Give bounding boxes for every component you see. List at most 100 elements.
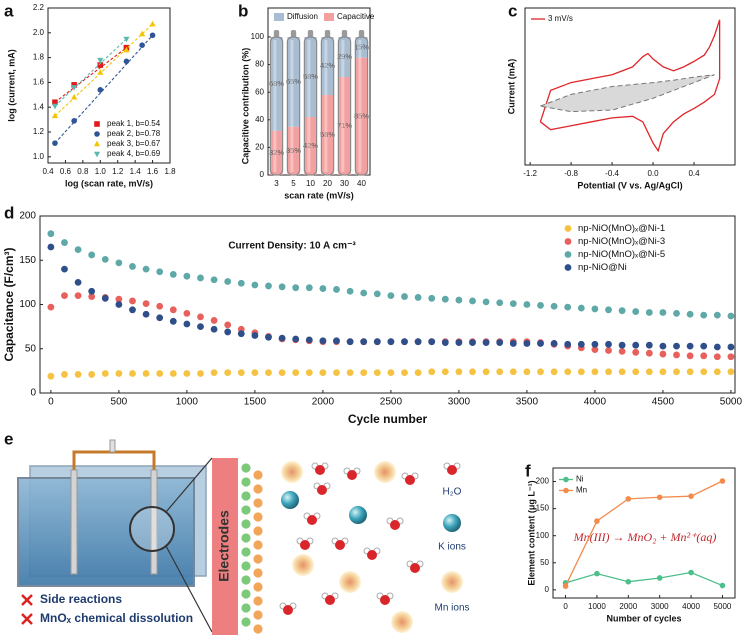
charge-bead bbox=[240, 546, 252, 558]
x-tick-label: -1.2 bbox=[523, 169, 537, 178]
y-tick-label: 150 bbox=[19, 255, 36, 266]
point bbox=[74, 246, 82, 254]
x-tick-label: 0.8 bbox=[77, 167, 89, 176]
point bbox=[727, 368, 735, 376]
bar-segment bbox=[304, 117, 317, 175]
point bbox=[115, 301, 123, 308]
point bbox=[169, 306, 177, 314]
point bbox=[265, 369, 272, 377]
point bbox=[224, 321, 232, 329]
point bbox=[673, 309, 680, 317]
battery-cap bbox=[307, 30, 314, 37]
legend-label: np-NiO(MnO)ₓ@Ni-1 bbox=[578, 223, 665, 234]
y-axis-title: Element content (μg L⁻¹) bbox=[526, 480, 536, 585]
value-label: 35% bbox=[286, 146, 301, 155]
point bbox=[509, 300, 517, 308]
bar-segment bbox=[338, 37, 351, 78]
charge-bead bbox=[252, 567, 264, 579]
point bbox=[74, 278, 82, 286]
legend-marker bbox=[564, 238, 572, 245]
point bbox=[197, 313, 204, 321]
note: MnOₓ chemical dissolution bbox=[40, 611, 193, 625]
y-tick-label: 50 bbox=[25, 343, 37, 354]
point bbox=[156, 268, 164, 276]
point bbox=[319, 337, 327, 345]
point bbox=[564, 303, 572, 311]
point bbox=[142, 370, 150, 377]
water-o bbox=[410, 563, 420, 573]
panel-letter: d bbox=[4, 203, 14, 222]
point bbox=[428, 338, 436, 346]
zoom-line bbox=[165, 457, 213, 513]
key-label: H₂O bbox=[443, 487, 462, 498]
x-tick-label: -0.4 bbox=[605, 169, 619, 178]
legend-swatch bbox=[274, 13, 284, 21]
point bbox=[401, 293, 408, 300]
point bbox=[673, 351, 680, 359]
point bbox=[591, 346, 599, 354]
y-tick-label: 100 bbox=[536, 531, 550, 540]
x-tick-label: 0.0 bbox=[647, 169, 659, 178]
point bbox=[237, 330, 245, 338]
point bbox=[224, 369, 232, 377]
x-tick-label: 5 bbox=[291, 179, 296, 188]
point bbox=[169, 370, 177, 377]
point bbox=[169, 317, 177, 325]
point bbox=[482, 339, 490, 346]
x-tick-label: 1000 bbox=[588, 602, 606, 611]
point bbox=[61, 265, 68, 273]
legend-marker bbox=[563, 487, 569, 494]
point bbox=[455, 296, 463, 304]
point bbox=[97, 87, 104, 93]
battery-cap bbox=[290, 30, 297, 37]
mn-ion bbox=[339, 571, 361, 593]
point bbox=[139, 42, 145, 48]
point bbox=[455, 339, 463, 346]
y-tick-label: 20 bbox=[255, 143, 264, 152]
charge-bead bbox=[240, 462, 252, 474]
charge-bead bbox=[240, 476, 252, 488]
point bbox=[47, 303, 55, 311]
point bbox=[373, 290, 381, 298]
legend-label: peak 4, b=0.69 bbox=[107, 149, 161, 158]
point bbox=[496, 368, 504, 376]
point bbox=[292, 284, 300, 292]
point bbox=[149, 20, 156, 27]
x-tick-label: 1500 bbox=[244, 397, 267, 408]
point bbox=[360, 338, 368, 346]
point bbox=[605, 340, 612, 348]
electrode bbox=[70, 469, 78, 575]
x-tick-label: 3000 bbox=[651, 602, 669, 611]
point bbox=[618, 307, 626, 315]
fit-line bbox=[54, 23, 153, 117]
point bbox=[625, 496, 632, 502]
point bbox=[101, 294, 109, 302]
point bbox=[183, 320, 191, 328]
point bbox=[123, 58, 130, 65]
panel-letter: a bbox=[4, 1, 14, 20]
point bbox=[482, 368, 490, 376]
point bbox=[210, 325, 218, 333]
point bbox=[71, 82, 77, 88]
y-tick-label: 1.2 bbox=[33, 127, 45, 136]
point bbox=[237, 369, 245, 377]
legend-label: peak 3, b=0.67 bbox=[107, 139, 161, 148]
point bbox=[61, 371, 68, 378]
value-label: 42% bbox=[320, 61, 335, 70]
y-tick-label: 1.6 bbox=[33, 78, 45, 87]
point bbox=[115, 370, 123, 377]
point bbox=[713, 353, 721, 361]
charge-bead bbox=[240, 560, 252, 572]
x-tick-label: 20 bbox=[323, 179, 332, 188]
point bbox=[455, 368, 463, 376]
point bbox=[441, 368, 449, 376]
x-tick-label: 2000 bbox=[312, 397, 335, 408]
legend-label: Mn bbox=[576, 486, 587, 495]
point bbox=[688, 493, 694, 499]
point bbox=[123, 36, 130, 43]
legend-marker bbox=[564, 264, 572, 271]
panel-letter: c bbox=[508, 1, 517, 20]
point bbox=[197, 370, 204, 377]
point bbox=[673, 368, 680, 376]
y-tick-label: 100 bbox=[251, 32, 265, 41]
